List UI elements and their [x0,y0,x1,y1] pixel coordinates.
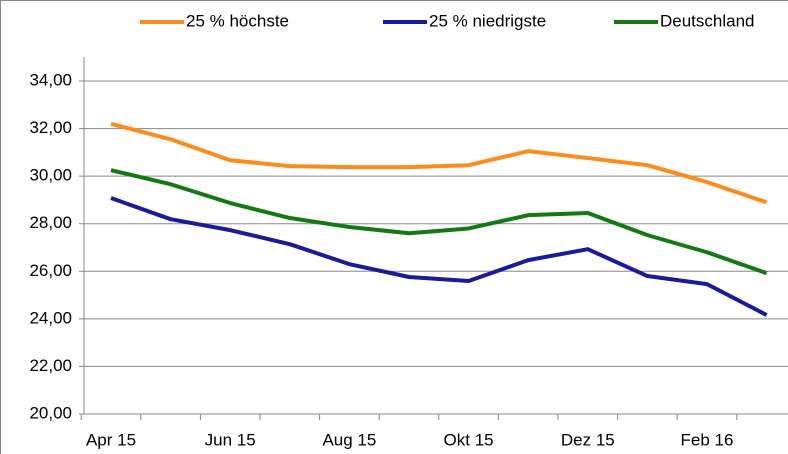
x-tick-label: Feb 16 [681,430,734,449]
y-tick-label: 20,00 [29,403,72,422]
y-tick-label: 24,00 [29,308,72,327]
y-tick-label: 30,00 [29,166,72,185]
x-tick-label: Apr 15 [86,430,136,449]
x-tick-label: Aug 15 [322,430,376,449]
line-series [110,121,768,205]
y-tick-label: 32,00 [29,118,72,137]
legend-label: 25 % niedrigste [429,11,546,30]
y-tick-label: 34,00 [29,70,72,89]
y-tick-label: 26,00 [29,261,72,280]
x-tick-label: Dez 15 [561,430,615,449]
y-tick-label: 28,00 [29,213,72,232]
line-series [110,196,768,317]
legend-label: Deutschland [660,11,755,30]
x-tick-label: Okt 15 [444,430,494,449]
y-tick-label: 22,00 [29,356,72,375]
line-series [110,168,768,276]
legend-label: 25 % höchste [186,11,289,30]
x-tick-label: Jun 15 [205,430,256,449]
